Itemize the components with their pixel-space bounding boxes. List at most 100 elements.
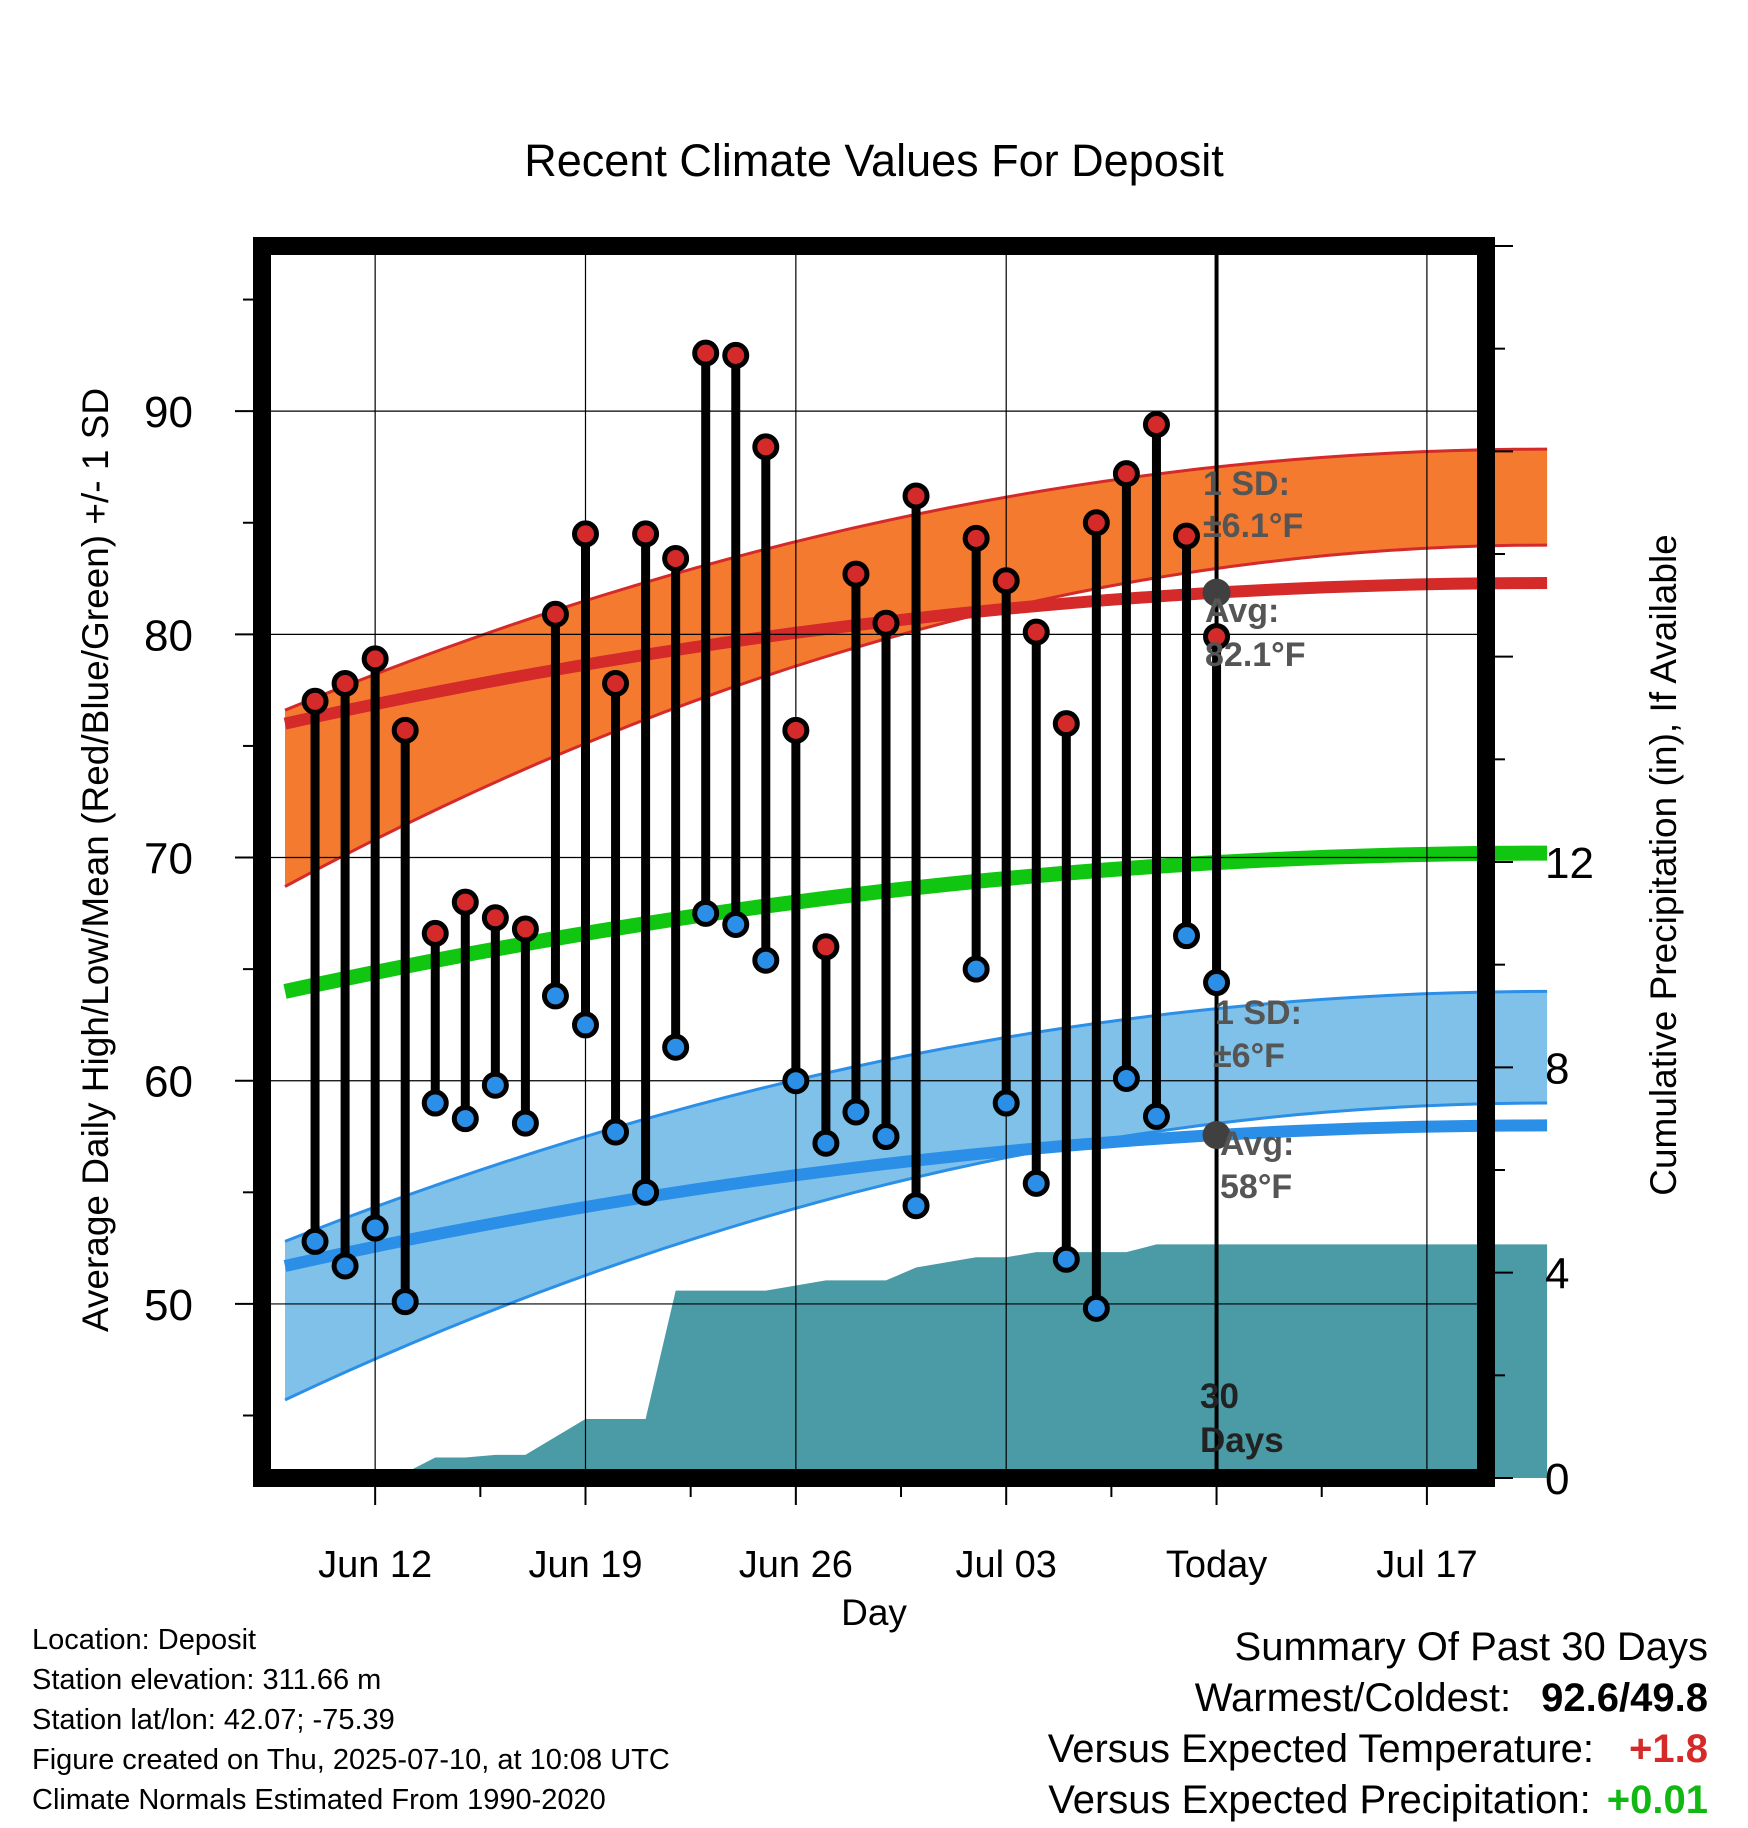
- high-sd-value: ±6.1°F: [1203, 507, 1303, 545]
- high-temp-point: [1112, 460, 1140, 488]
- y-tick-label: 60: [144, 1058, 193, 1107]
- high-avg-value: 82.1°F: [1205, 636, 1306, 674]
- low-temp-point: [962, 955, 990, 983]
- coldest-value: 49.8: [1630, 1676, 1708, 1720]
- high-temp-point: [301, 687, 329, 715]
- high-temp-point: [632, 520, 660, 548]
- high-temp-point: [331, 669, 359, 697]
- low-temp-point: [902, 1192, 930, 1220]
- low-temp-point: [662, 1033, 690, 1061]
- low-temp-point: [752, 946, 780, 974]
- high-temp-point: [902, 482, 930, 510]
- low-sd-band: [285, 991, 1548, 1400]
- plot-frame: [253, 237, 1495, 1487]
- low-temp-point: [1112, 1064, 1140, 1092]
- high-temp-point: [752, 433, 780, 461]
- low-temp-point: [1022, 1169, 1050, 1197]
- period-label-number: 30: [1200, 1377, 1239, 1416]
- high-temp-point: [421, 919, 449, 947]
- low-temp-point: [602, 1118, 630, 1146]
- x-tick-label: Jun 19: [528, 1544, 642, 1586]
- high-temp-point: [481, 904, 509, 932]
- low-temp-point: [992, 1089, 1020, 1117]
- low-temp-point: [1173, 922, 1200, 950]
- low-avg-label: Avg:: [1220, 1125, 1294, 1163]
- period-label-days: Days: [1200, 1421, 1284, 1460]
- low-temp-point: [541, 982, 569, 1010]
- y-tick-label: 90: [144, 388, 193, 437]
- x-tick-label: Jun 12: [318, 1544, 432, 1586]
- y-tick-label: 70: [144, 835, 193, 884]
- today-low-normal-dot: [1202, 1121, 1231, 1150]
- low-temp-point: [812, 1129, 840, 1157]
- latlon-text: Station lat/lon: 42.07; -75.39: [32, 1704, 395, 1736]
- y-axis-label: Average Daily High/Low/Mean (Red/Blue/Gr…: [75, 388, 116, 1332]
- high-temp-point: [662, 544, 690, 572]
- high-temp-point: [1022, 618, 1050, 646]
- x-tick-label: Today: [1166, 1544, 1267, 1586]
- high-temp-point: [992, 567, 1020, 595]
- warmest-value: 92.6: [1541, 1676, 1620, 1720]
- low-temp-point: [782, 1067, 810, 1095]
- low-temp-point: [692, 899, 720, 927]
- y2-tick-label: 4: [1545, 1250, 1569, 1299]
- low-temp-point: [632, 1178, 660, 1206]
- low-temp-point: [481, 1071, 509, 1099]
- high-temp-point: [1052, 710, 1080, 738]
- x-tick-label: Jul 03: [955, 1544, 1056, 1586]
- high-temp-point: [1173, 522, 1200, 550]
- high-temp-point: [602, 669, 630, 697]
- high-temp-point: [1142, 411, 1170, 439]
- x-tick-label: Jul 17: [1376, 1544, 1477, 1586]
- normals-text: Climate Normals Estimated From 1990-2020: [32, 1784, 606, 1816]
- summary-title: Summary Of Past 30 Days: [1234, 1625, 1708, 1669]
- high-temp-point: [391, 716, 419, 744]
- warmest-coldest-label: Warmest/Coldest:: [1194, 1676, 1512, 1720]
- high-avg-label: Avg:: [1205, 592, 1279, 630]
- warmest-coldest-separator: /: [1619, 1676, 1631, 1720]
- y-tick-label: 50: [144, 1281, 193, 1330]
- high-temp-point: [511, 915, 539, 943]
- high-temp-point: [1203, 623, 1231, 651]
- low-temp-point: [1142, 1102, 1170, 1130]
- station-info: Location: Deposit Station elevation: 311…: [32, 1620, 670, 1820]
- precipitation-anomaly: +0.01: [1606, 1778, 1708, 1822]
- location-text: Location: Deposit: [32, 1624, 257, 1656]
- low-temp-point: [301, 1227, 329, 1255]
- y2-tick-label: 0: [1545, 1455, 1569, 1504]
- high-temp-point: [451, 888, 479, 916]
- chart-title: Recent Climate Values For Deposit: [524, 135, 1224, 186]
- elevation-text: Station elevation: 311.66 m: [32, 1664, 382, 1696]
- temperature-label: Versus Expected Temperature:: [1047, 1727, 1594, 1771]
- high-temp-point: [812, 933, 840, 961]
- precipitation-area: [285, 1244, 1548, 1478]
- x-axis-label: Day: [841, 1592, 907, 1633]
- high-temp-point: [361, 645, 389, 673]
- low-temp-point: [722, 910, 750, 938]
- high-temp-point: [842, 560, 870, 588]
- low-temp-point: [361, 1214, 389, 1242]
- high-temp-point: [541, 600, 569, 628]
- low-temp-point: [572, 1011, 599, 1039]
- low-avg-value: 58°F: [1220, 1168, 1292, 1206]
- high-temp-point: [1082, 509, 1110, 537]
- high-temp-point: [782, 716, 810, 744]
- high-temp-point: [722, 341, 750, 369]
- y2-tick-label: 8: [1545, 1044, 1569, 1093]
- high-temp-point: [962, 524, 990, 552]
- low-sd-label: 1 SD:: [1215, 994, 1302, 1032]
- low-temp-point: [1203, 969, 1231, 997]
- summary-warmest-coldest: Warmest/Coldest: 92.6/49.8: [1048, 1673, 1708, 1724]
- low-sd-value: ±6°F: [1213, 1037, 1285, 1075]
- precipitation-label: Versus Expected Precipitation:: [1048, 1778, 1591, 1822]
- y2-axis-label: Cumulative Precipitation (in), If Availa…: [1643, 534, 1684, 1196]
- high-temp-point: [692, 339, 720, 367]
- high-temp-point: [572, 520, 599, 548]
- summary-panel: Summary Of Past 30 Days Warmest/Coldest:…: [1048, 1622, 1708, 1826]
- annotations: 1 SD: ±6.1°F Avg: 82.1°F 1 SD: ±6°F Avg:…: [1200, 465, 1306, 1460]
- summary-temperature: Versus Expected Temperature: +1.8: [1048, 1724, 1708, 1775]
- low-temp-point: [1052, 1245, 1080, 1273]
- today-high-normal-dot: [1202, 578, 1231, 607]
- low-temp-point: [872, 1123, 900, 1151]
